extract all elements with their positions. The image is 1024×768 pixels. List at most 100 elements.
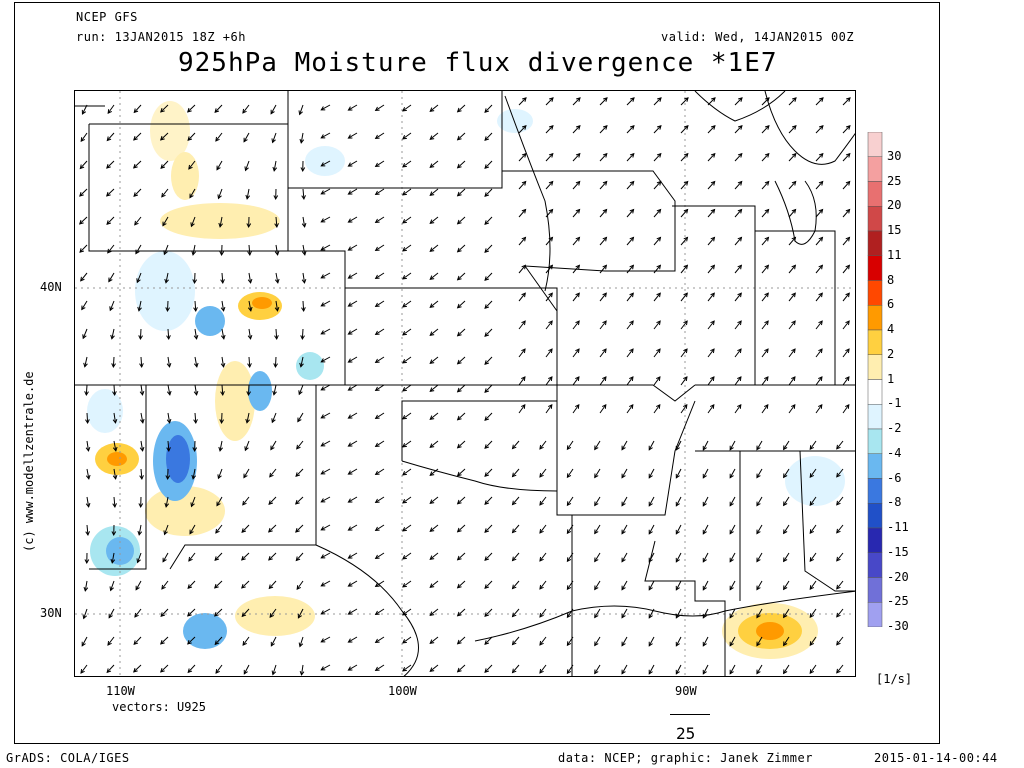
wind-vector-head [791, 180, 797, 186]
wind-vector [734, 181, 743, 190]
wind-vector-head [112, 446, 118, 452]
wind-vector-head [456, 387, 462, 393]
wind-vector [836, 580, 844, 590]
wind-vector-head [188, 556, 193, 562]
wind-vector-head [521, 348, 526, 354]
wind-vector [512, 496, 520, 505]
wind-vector-head [240, 555, 246, 561]
wind-vector-head [193, 362, 199, 368]
wind-vector [788, 376, 796, 386]
wind-vector-head [845, 208, 851, 214]
wind-vector-head [429, 107, 435, 112]
wind-vector-head [764, 264, 770, 270]
wind-vector [375, 160, 385, 167]
wind-vector-head [836, 584, 841, 590]
wind-vector [809, 496, 817, 506]
wind-vector-head [684, 97, 689, 102]
wind-vector [302, 272, 306, 283]
wind-vector [161, 188, 169, 198]
wind-vector [247, 384, 250, 396]
wind-vector [457, 104, 466, 113]
wind-vector [783, 440, 790, 450]
wind-vector-head [574, 404, 580, 409]
wind-vector-head [836, 500, 841, 506]
wind-vector [809, 468, 817, 478]
wind-vector [137, 552, 142, 563]
wind-vector-head [456, 275, 462, 281]
map-panel[interactable] [74, 90, 856, 677]
wind-vector [134, 608, 142, 618]
wind-vector-head [648, 557, 653, 563]
wind-vector [702, 580, 709, 591]
wind-vector [815, 376, 823, 386]
wind-vector-head [374, 274, 380, 280]
wind-vector [269, 468, 277, 478]
wind-vector [653, 292, 661, 302]
wind-vector [133, 188, 142, 197]
wind-vector-head [682, 404, 688, 409]
wind-vector [85, 384, 88, 396]
wind-vector-head [374, 330, 380, 336]
wind-vector [243, 664, 250, 675]
wind-vector-head [702, 641, 707, 647]
wind-vector [626, 292, 634, 302]
wind-vector-head [818, 264, 824, 270]
wind-vector [599, 125, 608, 134]
wind-vector-head [836, 668, 841, 674]
wind-vector [702, 468, 709, 479]
wind-vector [187, 132, 196, 141]
wind-vector-head [702, 445, 707, 451]
wind-vector [295, 552, 304, 561]
wind-vector-head [274, 278, 280, 284]
wind-vector [216, 160, 223, 170]
wind-vector-head [539, 668, 544, 674]
wind-vector [729, 664, 736, 674]
wind-vector [270, 104, 277, 114]
wind-vector [295, 524, 304, 533]
wind-vector-head [85, 419, 90, 425]
wind-vector [375, 524, 385, 531]
legend-swatch [867, 280, 883, 306]
wind-vector-head [539, 612, 544, 618]
vectors-label: vectors: U925 [112, 700, 206, 714]
wind-vector-head [845, 292, 850, 298]
wind-vector-head [320, 442, 326, 447]
wind-vector [842, 264, 850, 274]
wind-vector [599, 237, 607, 246]
wind-vector-head [683, 376, 688, 381]
wind-vector [761, 348, 769, 358]
wind-vector [457, 132, 466, 141]
wind-vector-head [456, 667, 462, 673]
wind-vector-head [193, 307, 198, 313]
model-name: NCEP GFS [76, 10, 138, 24]
wind-vector-head [163, 250, 168, 256]
wind-vector [621, 496, 628, 506]
wind-vector [621, 608, 628, 618]
wind-vector [783, 580, 790, 590]
wind-vector-head [729, 557, 734, 563]
wind-vector-head [374, 246, 380, 252]
wind-vector-head [429, 247, 435, 252]
wind-vector-head [162, 221, 167, 227]
wind-vector-head [548, 125, 554, 130]
wind-vector [457, 496, 466, 505]
wind-vector-head [219, 419, 225, 425]
wind-vector [512, 608, 520, 617]
wind-vector-head [818, 236, 824, 242]
wind-vector-head [268, 555, 273, 561]
legend-level-label: 4 [887, 322, 895, 336]
wind-vector [187, 664, 196, 673]
wind-vector [734, 292, 742, 302]
wind-vector-head [374, 106, 380, 112]
wind-vector-head [575, 348, 580, 354]
wind-vector-head [272, 390, 277, 396]
wind-vector [375, 188, 385, 195]
wind-vector-head [763, 404, 769, 409]
wind-vector [274, 356, 277, 368]
wind-vector-head [374, 218, 380, 224]
wind-vector [79, 244, 88, 253]
wind-vector [194, 384, 198, 395]
wind-vector [626, 181, 635, 190]
wind-vector-head [791, 264, 797, 270]
wind-vector-head [81, 305, 86, 311]
